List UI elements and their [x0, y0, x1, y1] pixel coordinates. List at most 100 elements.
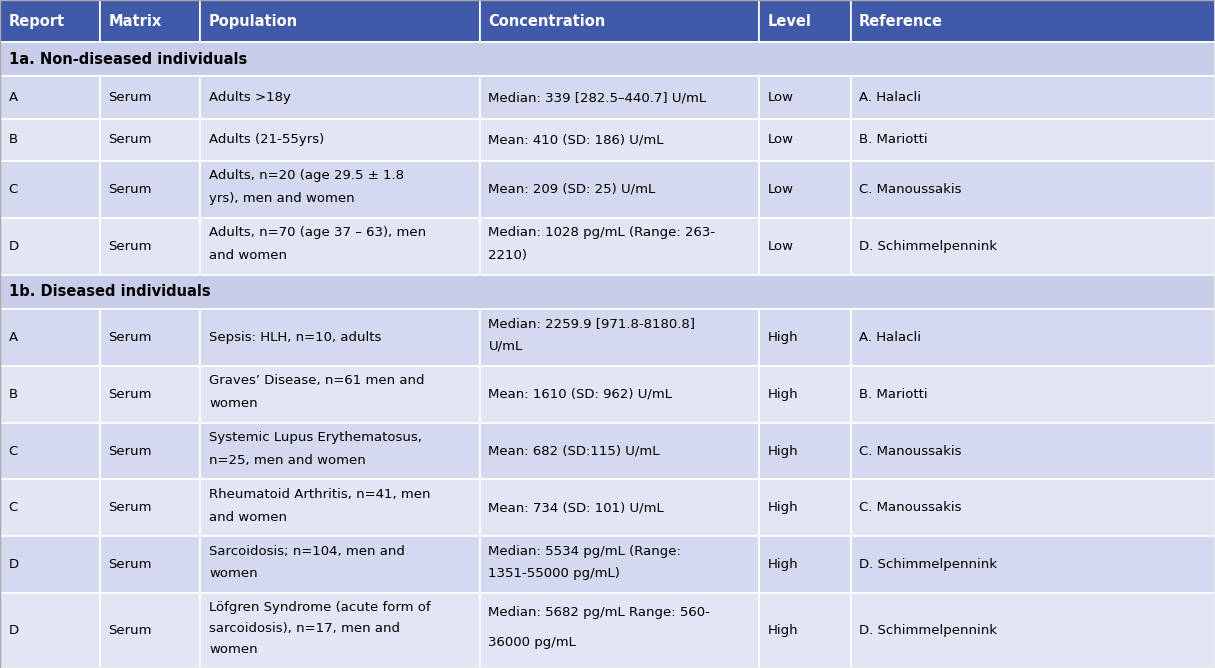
Text: Matrix: Matrix: [108, 13, 162, 29]
Bar: [480, 593, 759, 668]
Bar: [759, 423, 850, 480]
Text: Report: Report: [9, 13, 64, 29]
Bar: [0, 218, 100, 275]
Bar: [100, 536, 200, 593]
Text: Serum: Serum: [108, 444, 152, 458]
Bar: [850, 161, 1215, 218]
Bar: [850, 365, 1215, 423]
Text: Serum: Serum: [108, 387, 152, 401]
Bar: [759, 365, 850, 423]
Text: C. Manoussakis: C. Manoussakis: [859, 183, 966, 196]
Text: Median: 5534 pg/mL (Range:: Median: 5534 pg/mL (Range:: [488, 544, 682, 558]
Bar: [200, 0, 480, 42]
Bar: [100, 309, 200, 365]
Text: D. Schimmelpennink: D. Schimmelpennink: [859, 240, 1001, 253]
Text: High: High: [768, 387, 798, 401]
Text: C. Manoussakis: C. Manoussakis: [859, 502, 966, 514]
Text: yrs), men and women: yrs), men and women: [209, 192, 355, 205]
Text: C: C: [9, 183, 18, 196]
Bar: [200, 536, 480, 593]
Text: Adults (21-55yrs): Adults (21-55yrs): [209, 134, 324, 146]
Bar: [0, 593, 100, 668]
Text: Serum: Serum: [108, 624, 152, 637]
Text: Adults, n=70 (age 37 – 63), men: Adults, n=70 (age 37 – 63), men: [209, 226, 426, 239]
Bar: [850, 76, 1215, 119]
Bar: [480, 536, 759, 593]
Text: Mean: 734 (SD: 101) U/mL: Mean: 734 (SD: 101) U/mL: [488, 502, 665, 514]
Text: Median: 5682 pg/mL Range: 560-: Median: 5682 pg/mL Range: 560-: [488, 606, 711, 619]
Text: Median: 2259.9 [971.8-8180.8]: Median: 2259.9 [971.8-8180.8]: [488, 317, 695, 330]
Text: High: High: [768, 502, 798, 514]
Text: Serum: Serum: [108, 183, 152, 196]
Text: Serum: Serum: [108, 91, 152, 104]
Bar: [0, 309, 100, 365]
Bar: [100, 593, 200, 668]
Bar: [100, 480, 200, 536]
Text: A. Halacli: A. Halacli: [859, 91, 926, 104]
Text: B. Mariotti: B. Mariotti: [859, 134, 932, 146]
Bar: [0, 480, 100, 536]
Bar: [480, 0, 759, 42]
Text: Mean: 682 (SD:115) U/mL: Mean: 682 (SD:115) U/mL: [488, 444, 660, 458]
Text: D: D: [9, 240, 18, 253]
Bar: [480, 161, 759, 218]
Text: Adults >18y: Adults >18y: [209, 91, 290, 104]
Text: Systemic Lupus Erythematosus,: Systemic Lupus Erythematosus,: [209, 431, 422, 444]
Bar: [759, 309, 850, 365]
Bar: [480, 218, 759, 275]
Text: A. Halacli: A. Halacli: [859, 331, 926, 344]
Bar: [480, 309, 759, 365]
Text: Löfgren Syndrome (acute form of: Löfgren Syndrome (acute form of: [209, 601, 430, 614]
Bar: [100, 161, 200, 218]
Bar: [200, 365, 480, 423]
Bar: [850, 119, 1215, 161]
Text: 1b. Diseased individuals: 1b. Diseased individuals: [9, 285, 210, 299]
Text: Graves’ Disease, n=61 men and: Graves’ Disease, n=61 men and: [209, 374, 424, 387]
Text: A: A: [9, 91, 18, 104]
Bar: [100, 119, 200, 161]
Text: Serum: Serum: [108, 240, 152, 253]
Bar: [200, 593, 480, 668]
Bar: [850, 593, 1215, 668]
Text: Rheumatoid Arthritis, n=41, men: Rheumatoid Arthritis, n=41, men: [209, 488, 430, 501]
Text: Median: 339 [282.5–440.7] U/mL: Median: 339 [282.5–440.7] U/mL: [488, 91, 707, 104]
Text: U/mL: U/mL: [488, 340, 522, 353]
Text: women: women: [209, 397, 258, 409]
Bar: [0, 161, 100, 218]
Bar: [759, 536, 850, 593]
Text: Median: 1028 pg/mL (Range: 263-: Median: 1028 pg/mL (Range: 263-: [488, 226, 716, 239]
Text: High: High: [768, 558, 798, 571]
Bar: [850, 309, 1215, 365]
Bar: [850, 218, 1215, 275]
Bar: [759, 76, 850, 119]
Text: B: B: [9, 387, 18, 401]
Text: B. Mariotti: B. Mariotti: [859, 387, 932, 401]
Bar: [0, 0, 100, 42]
Bar: [100, 0, 200, 42]
Bar: [850, 423, 1215, 480]
Text: and women: and women: [209, 249, 287, 262]
Text: Low: Low: [768, 134, 793, 146]
Text: B: B: [9, 134, 18, 146]
Text: Serum: Serum: [108, 502, 152, 514]
Text: 2210): 2210): [488, 249, 527, 262]
Bar: [200, 218, 480, 275]
Text: D: D: [9, 558, 18, 571]
Bar: [200, 480, 480, 536]
Text: Sepsis: HLH, n=10, adults: Sepsis: HLH, n=10, adults: [209, 331, 382, 344]
Text: 1a. Non-diseased individuals: 1a. Non-diseased individuals: [9, 52, 247, 67]
Bar: [200, 76, 480, 119]
Text: Mean: 410 (SD: 186) U/mL: Mean: 410 (SD: 186) U/mL: [488, 134, 663, 146]
Bar: [200, 161, 480, 218]
Bar: [200, 423, 480, 480]
Bar: [0, 119, 100, 161]
Text: Low: Low: [768, 183, 793, 196]
Text: D. Schimmelpennink: D. Schimmelpennink: [859, 558, 1001, 571]
Bar: [0, 76, 100, 119]
Text: Concentration: Concentration: [488, 13, 606, 29]
Bar: [0, 536, 100, 593]
Bar: [0, 42, 1215, 76]
Text: sarcoidosis), n=17, men and: sarcoidosis), n=17, men and: [209, 622, 400, 635]
Bar: [759, 119, 850, 161]
Bar: [0, 423, 100, 480]
